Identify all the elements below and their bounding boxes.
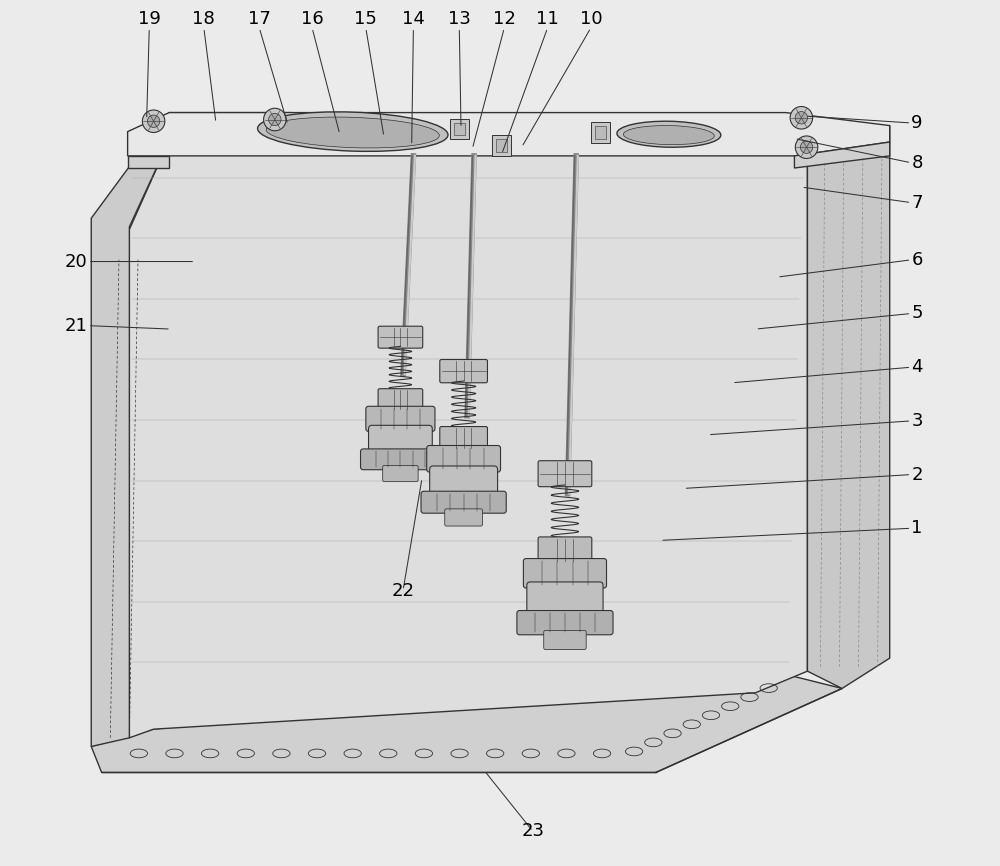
Text: 9: 9: [911, 114, 923, 132]
Ellipse shape: [266, 117, 439, 148]
Circle shape: [264, 108, 286, 131]
Polygon shape: [794, 142, 890, 168]
FancyBboxPatch shape: [369, 425, 432, 455]
Polygon shape: [129, 140, 807, 738]
Bar: [496, 139, 507, 152]
Text: 1: 1: [911, 520, 923, 537]
Circle shape: [800, 141, 813, 153]
FancyBboxPatch shape: [544, 630, 586, 650]
FancyBboxPatch shape: [538, 461, 592, 487]
FancyBboxPatch shape: [366, 406, 435, 431]
Text: 16: 16: [301, 10, 323, 28]
Text: 5: 5: [911, 305, 923, 322]
Ellipse shape: [617, 121, 721, 147]
FancyBboxPatch shape: [440, 359, 487, 383]
FancyBboxPatch shape: [538, 537, 592, 563]
FancyBboxPatch shape: [440, 427, 487, 449]
Text: 21: 21: [65, 317, 88, 334]
Circle shape: [147, 115, 160, 127]
FancyBboxPatch shape: [361, 449, 440, 469]
Text: 10: 10: [580, 10, 602, 28]
FancyBboxPatch shape: [523, 559, 607, 588]
FancyBboxPatch shape: [430, 466, 498, 497]
Text: 22: 22: [392, 582, 415, 599]
FancyBboxPatch shape: [378, 389, 423, 410]
Bar: [595, 126, 606, 139]
Circle shape: [795, 136, 818, 158]
FancyBboxPatch shape: [378, 326, 423, 348]
Bar: [492, 135, 511, 156]
FancyBboxPatch shape: [427, 445, 501, 472]
Text: 3: 3: [911, 412, 923, 430]
Circle shape: [795, 112, 808, 124]
Text: 19: 19: [138, 10, 161, 28]
FancyBboxPatch shape: [527, 582, 603, 617]
Text: 7: 7: [911, 194, 923, 211]
Circle shape: [142, 110, 165, 132]
Text: 17: 17: [248, 10, 271, 28]
Text: 2: 2: [911, 466, 923, 483]
Bar: [450, 119, 469, 139]
Text: 11: 11: [536, 10, 559, 28]
Bar: [454, 123, 465, 135]
Polygon shape: [128, 113, 890, 156]
FancyBboxPatch shape: [421, 491, 506, 514]
Text: 23: 23: [521, 823, 544, 840]
Polygon shape: [128, 156, 169, 168]
Ellipse shape: [623, 126, 714, 145]
Text: 15: 15: [354, 10, 377, 28]
FancyBboxPatch shape: [517, 611, 613, 635]
Ellipse shape: [258, 112, 448, 152]
Bar: [591, 122, 610, 143]
Text: 20: 20: [65, 253, 88, 270]
FancyBboxPatch shape: [445, 509, 483, 526]
FancyBboxPatch shape: [383, 465, 418, 481]
Text: 18: 18: [192, 10, 215, 28]
Circle shape: [269, 113, 281, 126]
Text: 14: 14: [402, 10, 425, 28]
Polygon shape: [91, 667, 842, 772]
Polygon shape: [91, 113, 292, 746]
Text: 12: 12: [493, 10, 516, 28]
Text: 13: 13: [448, 10, 471, 28]
Text: 6: 6: [911, 251, 923, 268]
Text: 4: 4: [911, 359, 923, 376]
Text: 8: 8: [911, 154, 923, 171]
Polygon shape: [807, 126, 890, 688]
Circle shape: [790, 107, 813, 129]
